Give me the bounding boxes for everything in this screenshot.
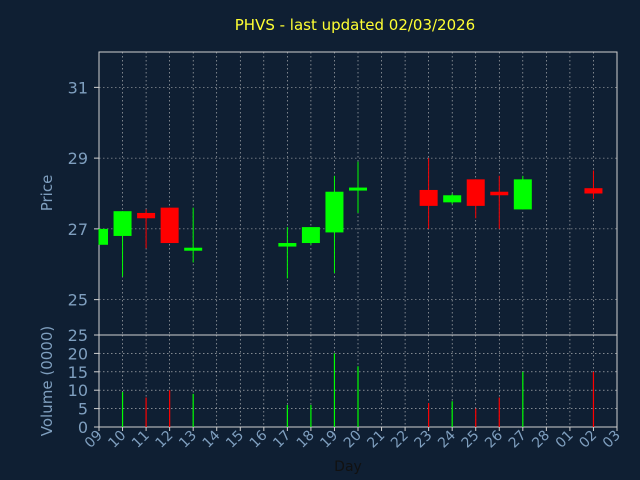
volume-tick-label: 15 bbox=[68, 363, 88, 382]
volume-tick-label: 10 bbox=[68, 381, 88, 400]
candle-body bbox=[137, 212, 156, 219]
candle-body bbox=[513, 179, 532, 210]
volume-tick-label: 0 bbox=[78, 418, 88, 437]
candle-body bbox=[301, 227, 320, 244]
chart-title: PHVS - last updated 02/03/2026 bbox=[235, 16, 475, 34]
candle-body bbox=[278, 243, 297, 247]
candlestick-series bbox=[98, 158, 603, 279]
candle-body bbox=[113, 211, 132, 236]
x-axis-label: Day bbox=[334, 459, 362, 475]
price-axis-ticks: 25 27 29 31 bbox=[68, 78, 99, 310]
candle-body bbox=[184, 247, 203, 251]
candle-body bbox=[419, 189, 438, 206]
price-tick-label: 29 bbox=[68, 149, 88, 168]
x-axis-ticks: 09 10 11 12 13 14 15 16 17 18 19 20 21 22 23 24 25 26 27 28… bbox=[82, 427, 624, 451]
volume-tick-label: 25 bbox=[68, 326, 88, 345]
candle-body bbox=[466, 179, 485, 206]
volume-tick-label: 5 bbox=[78, 400, 88, 419]
volume-axis-label: Volume (0000) bbox=[38, 326, 56, 436]
candle-body bbox=[443, 195, 462, 203]
price-tick-label: 25 bbox=[68, 291, 88, 310]
candle-body bbox=[349, 187, 367, 191]
candle-body bbox=[584, 188, 603, 194]
candle-body bbox=[99, 228, 108, 245]
price-axis-label: Price bbox=[38, 175, 56, 212]
volume-series bbox=[121, 353, 595, 427]
candle-body bbox=[160, 207, 179, 244]
candle-body bbox=[490, 191, 509, 196]
volume-tick-label: 20 bbox=[68, 344, 88, 363]
price-tick-label: 27 bbox=[68, 220, 88, 239]
price-tick-label: 31 bbox=[68, 78, 88, 97]
candle-body bbox=[325, 191, 344, 233]
